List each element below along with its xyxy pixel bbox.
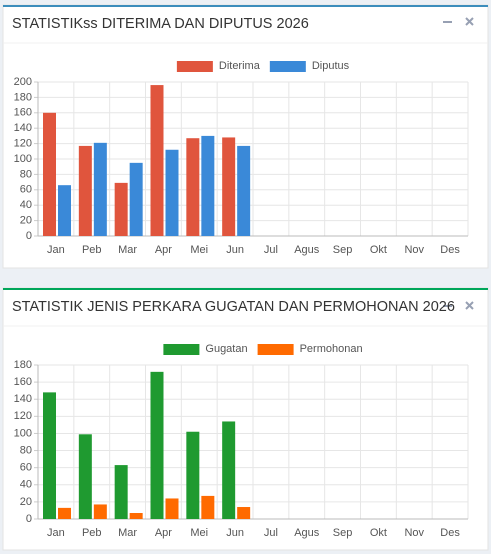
bar	[150, 371, 164, 519]
bar	[186, 431, 200, 519]
y-tick-label: 80	[20, 444, 32, 456]
x-tick-label: Jun	[226, 244, 244, 256]
bar	[93, 504, 107, 519]
y-tick-label: 60	[20, 184, 32, 196]
y-tick-label: 180	[14, 91, 32, 103]
x-tick-label: Sep	[333, 527, 353, 539]
bar	[43, 112, 56, 236]
bar	[201, 495, 215, 519]
bar	[43, 392, 56, 519]
bar	[114, 182, 128, 236]
bar	[165, 498, 179, 519]
chart-title: STATISTIKss DITERIMA DAN DIPUTUS 2026	[12, 16, 309, 32]
bar	[150, 85, 164, 236]
panel-accent	[3, 5, 488, 7]
x-tick-label: Des	[440, 527, 460, 539]
legend-label: Gugatan	[205, 343, 247, 355]
bar	[58, 185, 71, 236]
x-tick-label: Peb	[82, 527, 102, 539]
bar	[222, 137, 236, 236]
bar	[186, 138, 200, 236]
legend-swatch	[257, 344, 294, 355]
bar	[129, 162, 143, 236]
bar	[78, 145, 92, 236]
x-tick-label: Peb	[82, 244, 102, 256]
x-tick-label: Mar	[118, 244, 137, 256]
x-tick-label: Nov	[404, 244, 424, 256]
bar	[78, 434, 92, 519]
x-tick-label: Apr	[155, 244, 172, 256]
x-tick-label: Mar	[118, 527, 137, 539]
legend-label: Permohonan	[300, 343, 363, 355]
bar	[201, 135, 215, 236]
y-tick-label: 120	[14, 138, 32, 150]
x-tick-label: Jul	[264, 244, 278, 256]
y-tick-label: 200	[14, 76, 32, 88]
x-tick-label: Sep	[333, 244, 353, 256]
legend-label: Diputus	[312, 60, 350, 72]
close-button[interactable]	[465, 17, 474, 26]
y-tick-label: 100	[14, 153, 32, 165]
x-tick-label: Agus	[294, 244, 320, 256]
x-tick-label: Jun	[226, 527, 244, 539]
panel-tools[interactable]	[443, 17, 474, 310]
x-tick-label: Apr	[155, 527, 172, 539]
bar	[129, 513, 143, 519]
bar	[237, 507, 251, 519]
x-tick-label: Okt	[370, 244, 387, 256]
bar	[114, 465, 128, 519]
bar	[165, 149, 179, 236]
close-button[interactable]	[465, 301, 474, 310]
y-tick-label: 60	[20, 462, 32, 474]
bar	[237, 145, 251, 236]
legend-swatch	[269, 61, 306, 72]
x-tick-label: Agus	[294, 527, 320, 539]
y-tick-label: 140	[14, 122, 32, 134]
y-tick-label: 140	[14, 393, 32, 405]
y-tick-label: 80	[20, 168, 32, 180]
y-tick-label: 0	[26, 230, 32, 242]
x-tick-label: Nov	[404, 527, 424, 539]
legend-swatch	[163, 344, 200, 355]
x-tick-label: Mei	[190, 527, 208, 539]
legend-swatch	[176, 61, 213, 72]
x-tick-label: Jan	[47, 527, 65, 539]
x-tick-label: Jul	[264, 527, 278, 539]
y-tick-label: 180	[14, 359, 32, 371]
chart-title: STATISTIK JENIS PERKARA GUGATAN DAN PERM…	[12, 299, 455, 315]
x-tick-label: Jan	[47, 244, 65, 256]
panel-accent	[3, 288, 488, 290]
bar	[93, 142, 107, 236]
y-tick-label: 120	[14, 410, 32, 422]
x-tick-label: Okt	[370, 527, 387, 539]
x-tick-label: Des	[440, 244, 460, 256]
y-tick-label: 40	[20, 479, 32, 491]
bar	[58, 507, 71, 519]
y-tick-label: 160	[14, 376, 32, 388]
x-tick-label: Mei	[190, 244, 208, 256]
y-tick-label: 0	[26, 513, 32, 525]
legend-label: Diterima	[219, 60, 261, 72]
y-tick-label: 20	[20, 215, 32, 227]
y-tick-label: 160	[14, 107, 32, 119]
bar	[222, 421, 236, 519]
y-tick-label: 100	[14, 427, 32, 439]
y-tick-label: 20	[20, 496, 32, 508]
y-tick-label: 40	[20, 199, 32, 211]
